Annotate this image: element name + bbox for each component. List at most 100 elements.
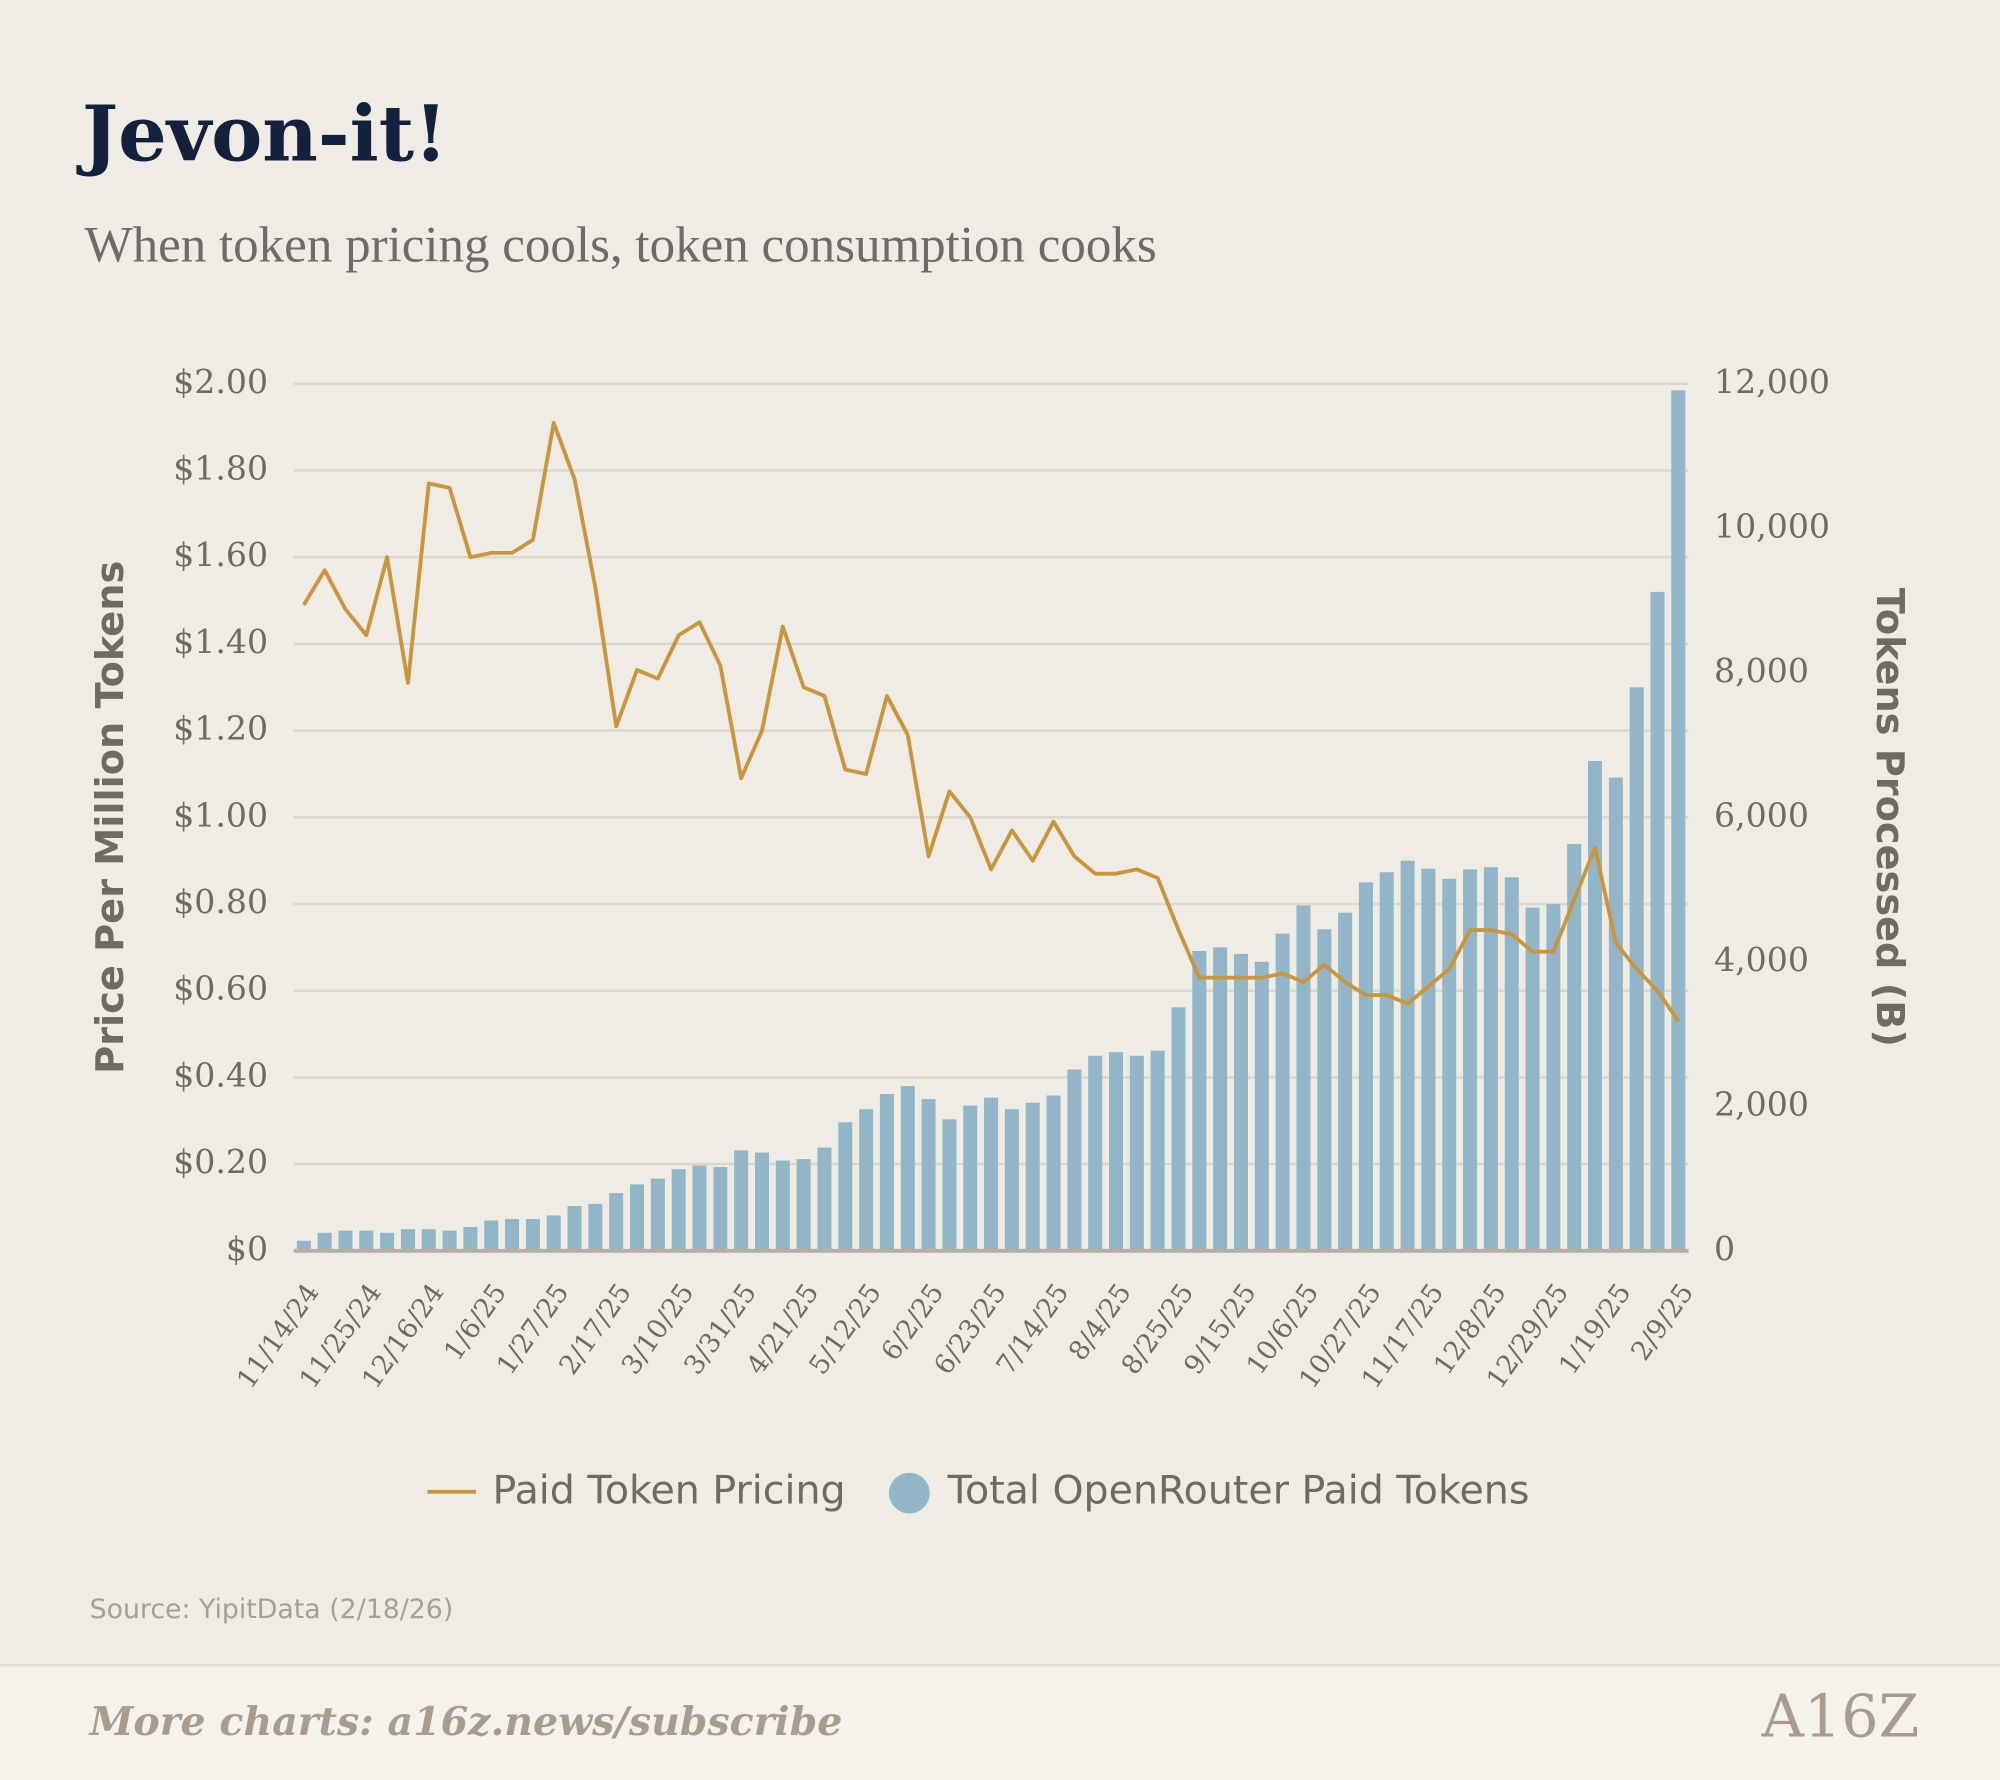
- bar: [1067, 1069, 1082, 1251]
- bar: [1275, 933, 1290, 1251]
- y-tick-label: $2.00: [173, 362, 268, 401]
- bar: [1400, 860, 1415, 1251]
- line: [302, 420, 1680, 1023]
- chart-title: Jevon-it!: [76, 89, 448, 179]
- bar: [400, 1229, 415, 1251]
- y-tick-label: $1.00: [173, 795, 268, 834]
- bar: [1296, 905, 1311, 1251]
- y2-tick-label: 6,000: [1714, 795, 1809, 834]
- y2-axis-label: Tokens Processed (B): [1867, 588, 1912, 1047]
- bar: [734, 1150, 749, 1251]
- bar: [817, 1147, 832, 1251]
- y2-tick-label: 2,000: [1714, 1084, 1809, 1123]
- bar: [1129, 1055, 1144, 1251]
- bar: [1379, 872, 1394, 1251]
- bar: [484, 1220, 499, 1251]
- y2-tick-label: 8,000: [1714, 651, 1809, 690]
- bar: [525, 1219, 540, 1251]
- bar: [1046, 1095, 1061, 1251]
- y-tick-label: $1.40: [173, 622, 268, 661]
- bar: [1171, 1007, 1186, 1251]
- bar: [588, 1203, 603, 1251]
- bar: [1421, 868, 1436, 1251]
- legend-label: Paid Token Pricing: [493, 1468, 846, 1514]
- legend-label: Total OpenRouter Paid Tokens: [947, 1468, 1530, 1514]
- bar: [1233, 953, 1249, 1251]
- bar: [692, 1165, 707, 1251]
- bar: [1608, 777, 1623, 1251]
- y2-tick-label: 12,000: [1714, 362, 1830, 401]
- bar: [338, 1230, 353, 1251]
- bar: [879, 1094, 894, 1251]
- y-tick-label: $0.20: [173, 1142, 268, 1181]
- bar: [1150, 1050, 1165, 1251]
- bar: [754, 1152, 769, 1251]
- bar: [567, 1206, 582, 1251]
- bar: [1004, 1109, 1019, 1251]
- bar: [859, 1109, 874, 1251]
- footer-logo: A16Z: [1761, 1682, 1920, 1750]
- bar: [775, 1160, 790, 1251]
- y-tick-label: $1.20: [173, 709, 268, 748]
- bar: [1650, 591, 1665, 1251]
- bar: [1109, 1052, 1124, 1251]
- bar: [1317, 929, 1332, 1251]
- bar: [505, 1219, 520, 1251]
- bar: [317, 1232, 332, 1251]
- bar: [630, 1184, 645, 1251]
- bar: [546, 1215, 561, 1251]
- chart-subtitle: When token pricing cools, token consumpt…: [84, 218, 1156, 274]
- y2-tick-label: 0: [1714, 1229, 1735, 1268]
- bar: [838, 1122, 853, 1251]
- bar: [942, 1119, 957, 1251]
- bar: [1213, 947, 1228, 1251]
- y-axis-label: Price Per Million Tokens: [88, 561, 133, 1074]
- bar: [1025, 1102, 1040, 1251]
- source-note: Source: YipitData (2/18/26): [90, 1594, 454, 1625]
- bar: [1546, 904, 1561, 1251]
- bar: [1504, 877, 1519, 1251]
- bar: [442, 1230, 457, 1251]
- bar: [963, 1105, 978, 1251]
- y-tick-label: $0.60: [173, 969, 268, 1008]
- bar: [921, 1099, 936, 1251]
- y-tick-label: $0: [226, 1229, 268, 1268]
- bar: [650, 1178, 665, 1251]
- y-tick-label: $0.40: [173, 1055, 268, 1094]
- footer-band: [0, 1665, 2000, 1780]
- bar: [1442, 878, 1457, 1251]
- bar: [900, 1086, 915, 1251]
- bar: [1671, 390, 1686, 1251]
- bar: [713, 1167, 728, 1251]
- bar: [1525, 907, 1540, 1251]
- bar: [1588, 760, 1603, 1251]
- bar: [1254, 961, 1269, 1251]
- bar: [609, 1193, 624, 1251]
- y-tick-label: $1.80: [173, 449, 268, 488]
- bar: [671, 1169, 686, 1251]
- bar: [359, 1230, 374, 1251]
- bar: [296, 1240, 311, 1251]
- bar: [1358, 882, 1373, 1251]
- bar: [1338, 912, 1353, 1251]
- y-tick-label: $1.60: [173, 535, 268, 574]
- bar: [1567, 844, 1582, 1251]
- y-tick-label: $0.80: [173, 882, 268, 921]
- bar: [421, 1229, 436, 1251]
- bar: [1192, 950, 1207, 1251]
- bar: [984, 1097, 999, 1251]
- bar: [1463, 869, 1478, 1251]
- bar: [1088, 1055, 1103, 1251]
- bar: [380, 1232, 395, 1251]
- bar: [796, 1159, 811, 1251]
- bar: [463, 1227, 478, 1251]
- bar: [1483, 867, 1498, 1251]
- y2-tick-label: 4,000: [1714, 940, 1809, 979]
- footer-link: More charts: a16z.news/subscribe: [88, 1699, 843, 1745]
- legend-dot: [888, 1472, 930, 1514]
- bar-series: [296, 390, 1686, 1251]
- y2-tick-label: 10,000: [1714, 506, 1830, 545]
